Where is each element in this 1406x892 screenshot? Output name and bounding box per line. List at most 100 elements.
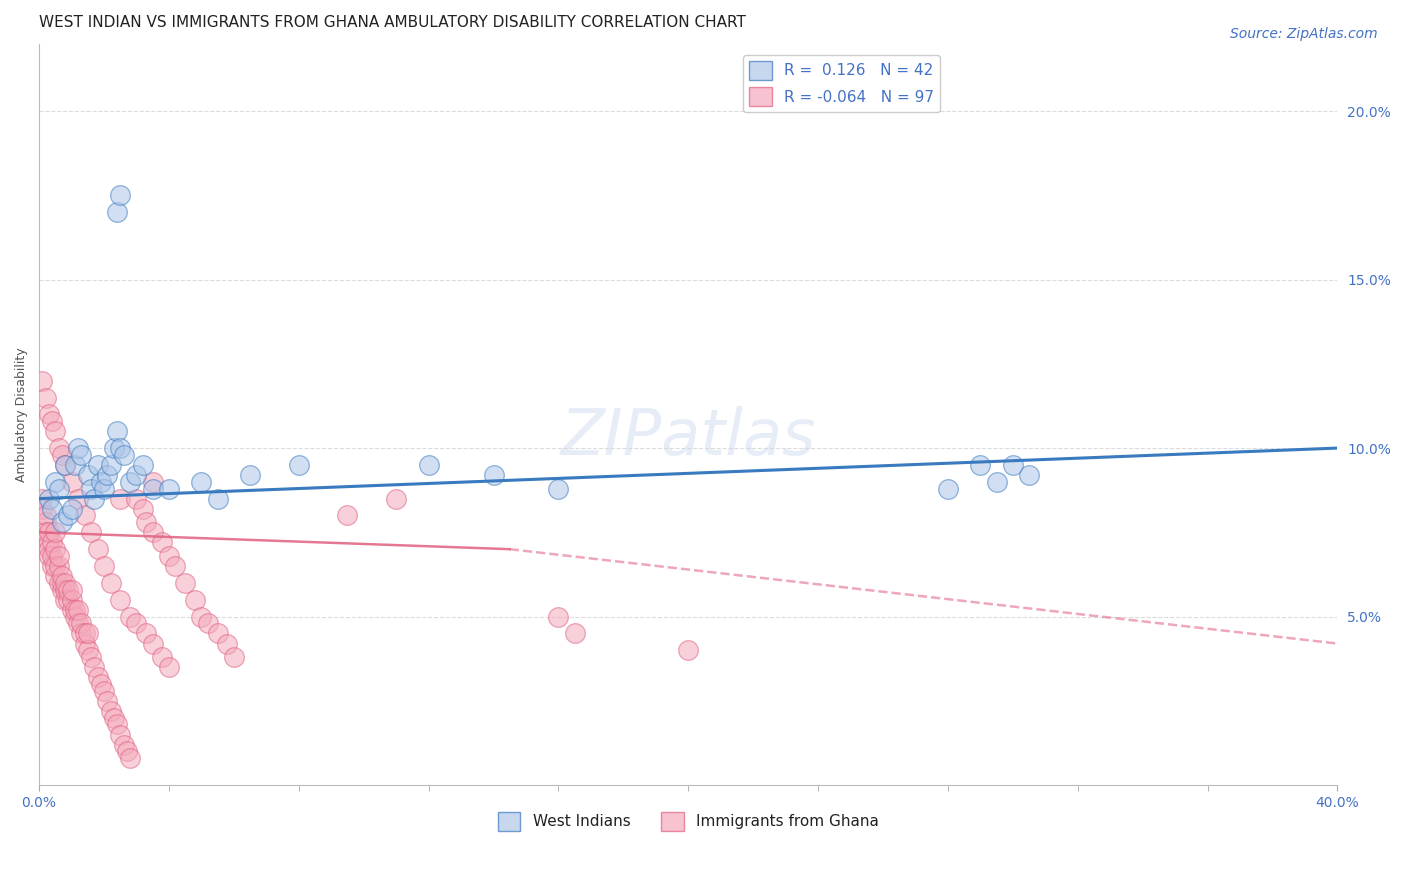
Point bbox=[38, 408, 60, 422]
Point bbox=[38, 535, 60, 549]
Point bbox=[207, 626, 229, 640]
Point bbox=[1018, 468, 1040, 483]
Point bbox=[70, 626, 93, 640]
Point bbox=[48, 575, 70, 590]
Point bbox=[105, 717, 128, 731]
Point bbox=[110, 592, 132, 607]
Point bbox=[152, 650, 174, 665]
Point bbox=[418, 458, 440, 472]
Point bbox=[1001, 458, 1024, 472]
Point bbox=[100, 575, 122, 590]
Point bbox=[936, 482, 959, 496]
Point bbox=[48, 482, 70, 496]
Point bbox=[80, 482, 103, 496]
Point bbox=[63, 609, 86, 624]
Point bbox=[90, 475, 112, 489]
Point bbox=[110, 188, 132, 202]
Point bbox=[239, 468, 262, 483]
Point bbox=[157, 482, 180, 496]
Point bbox=[482, 468, 505, 483]
Point bbox=[564, 626, 586, 640]
Point bbox=[93, 683, 115, 698]
Point bbox=[118, 609, 141, 624]
Point bbox=[222, 650, 245, 665]
Point bbox=[38, 549, 60, 563]
Point bbox=[41, 414, 63, 428]
Text: Source: ZipAtlas.com: Source: ZipAtlas.com bbox=[1230, 27, 1378, 41]
Point bbox=[157, 660, 180, 674]
Point bbox=[547, 609, 569, 624]
Point bbox=[41, 549, 63, 563]
Point bbox=[41, 501, 63, 516]
Point bbox=[51, 569, 73, 583]
Point bbox=[38, 525, 60, 540]
Point bbox=[678, 643, 700, 657]
Point bbox=[103, 441, 125, 455]
Point bbox=[125, 616, 148, 631]
Point bbox=[44, 424, 66, 438]
Point bbox=[207, 491, 229, 506]
Point bbox=[60, 582, 83, 597]
Point bbox=[58, 592, 80, 607]
Point bbox=[103, 711, 125, 725]
Point bbox=[67, 441, 90, 455]
Point bbox=[152, 535, 174, 549]
Point bbox=[96, 468, 118, 483]
Point bbox=[51, 575, 73, 590]
Point bbox=[80, 650, 103, 665]
Point bbox=[93, 559, 115, 574]
Point bbox=[217, 636, 239, 650]
Point bbox=[60, 501, 83, 516]
Point bbox=[51, 582, 73, 597]
Point bbox=[287, 458, 309, 472]
Point bbox=[38, 542, 60, 557]
Point bbox=[44, 475, 66, 489]
Point bbox=[105, 424, 128, 438]
Point bbox=[142, 636, 165, 650]
Point bbox=[60, 475, 83, 489]
Point bbox=[38, 491, 60, 506]
Point bbox=[184, 592, 207, 607]
Point bbox=[60, 603, 83, 617]
Point bbox=[83, 660, 105, 674]
Point bbox=[174, 575, 197, 590]
Point bbox=[34, 515, 56, 529]
Point bbox=[48, 559, 70, 574]
Point bbox=[44, 559, 66, 574]
Point bbox=[142, 525, 165, 540]
Point bbox=[51, 515, 73, 529]
Point bbox=[125, 491, 148, 506]
Point bbox=[63, 603, 86, 617]
Point bbox=[58, 582, 80, 597]
Legend: West Indians, Immigrants from Ghana: West Indians, Immigrants from Ghana bbox=[492, 805, 886, 837]
Point bbox=[165, 559, 187, 574]
Point bbox=[96, 694, 118, 708]
Point bbox=[385, 491, 408, 506]
Point bbox=[58, 508, 80, 523]
Point bbox=[112, 738, 135, 752]
Point bbox=[115, 744, 138, 758]
Point bbox=[157, 549, 180, 563]
Point bbox=[110, 491, 132, 506]
Point bbox=[118, 475, 141, 489]
Y-axis label: Ambulatory Disability: Ambulatory Disability bbox=[15, 347, 28, 482]
Point bbox=[90, 677, 112, 691]
Text: ZIPatlas: ZIPatlas bbox=[561, 406, 815, 467]
Point bbox=[76, 468, 98, 483]
Point bbox=[83, 491, 105, 506]
Point bbox=[60, 592, 83, 607]
Point bbox=[31, 491, 53, 506]
Point bbox=[31, 374, 53, 388]
Point bbox=[53, 458, 76, 472]
Point bbox=[67, 616, 90, 631]
Point bbox=[34, 508, 56, 523]
Point bbox=[547, 482, 569, 496]
Point bbox=[63, 458, 86, 472]
Point bbox=[132, 501, 155, 516]
Point bbox=[53, 575, 76, 590]
Point bbox=[190, 475, 212, 489]
Point bbox=[73, 508, 96, 523]
Point bbox=[86, 542, 108, 557]
Point bbox=[44, 569, 66, 583]
Point bbox=[53, 582, 76, 597]
